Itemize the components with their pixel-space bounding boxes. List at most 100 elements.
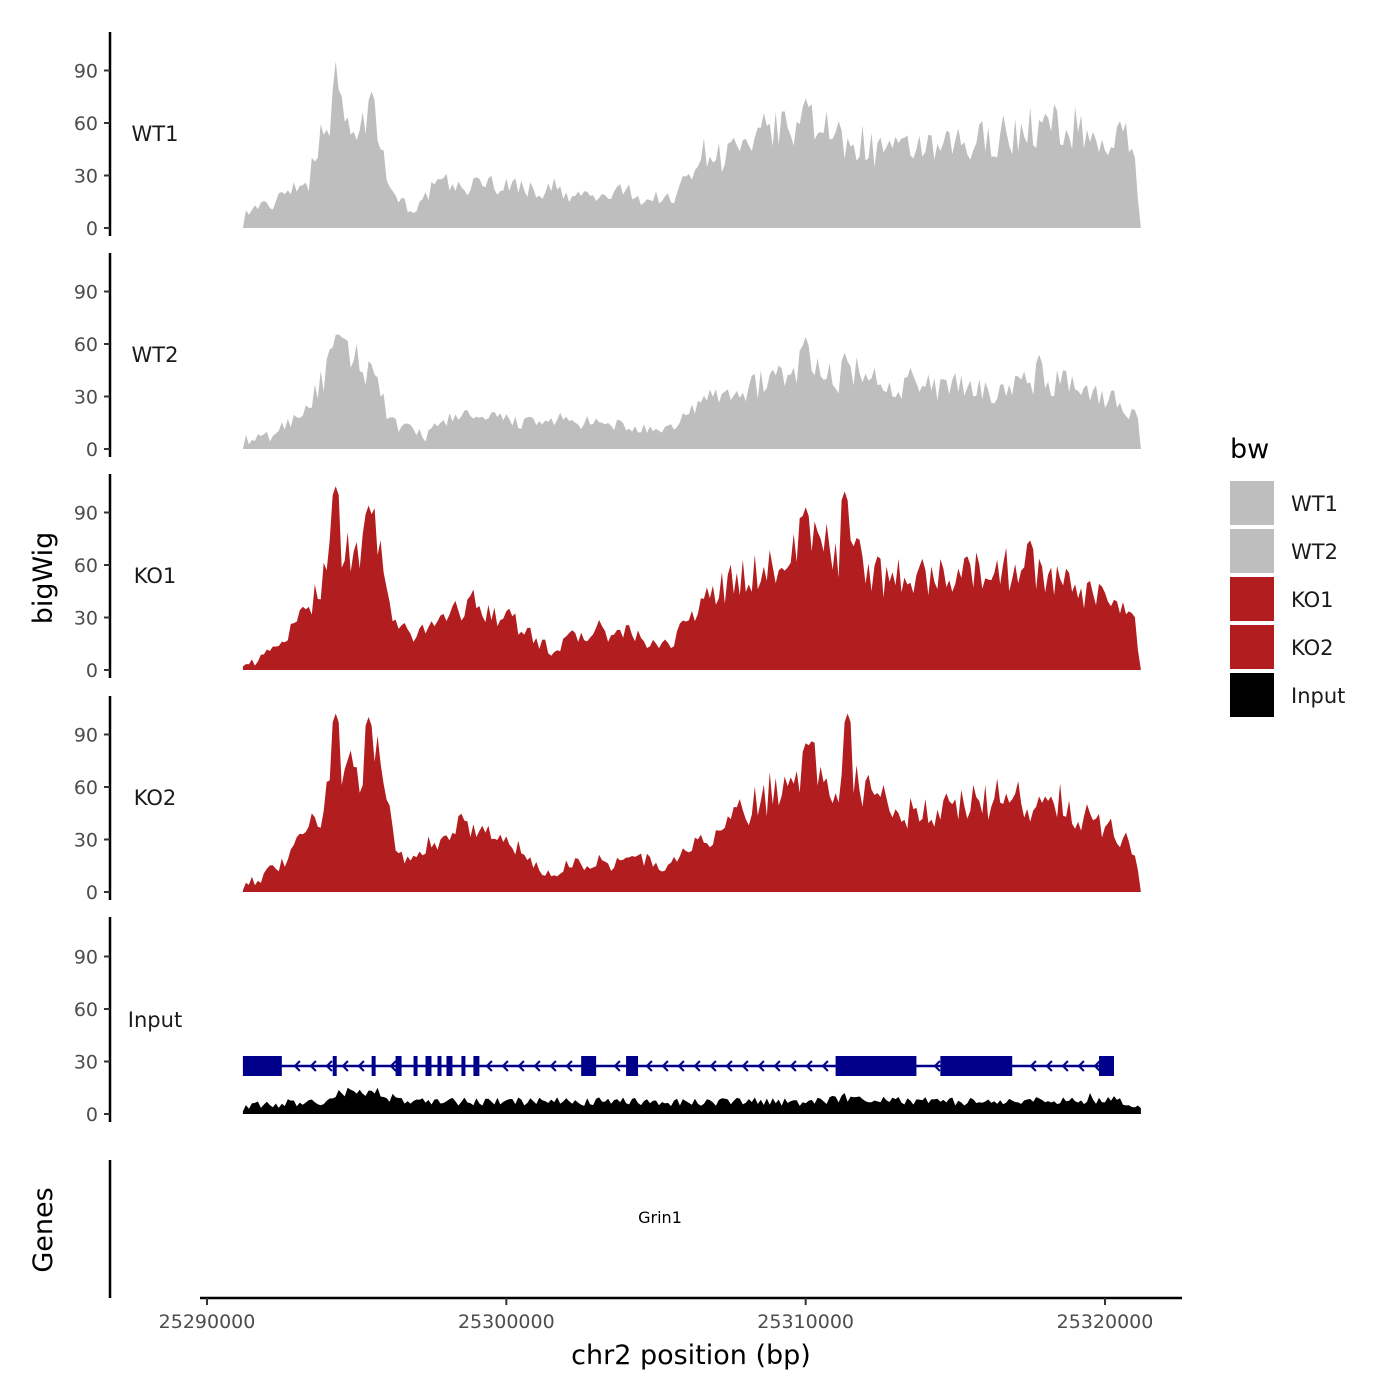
legend-swatch (1230, 625, 1274, 669)
strand-arrow (773, 1060, 781, 1072)
strand-arrow (341, 1060, 349, 1072)
area-ko1 (242, 486, 1141, 670)
panel-ko2: 0 30 60 90 KO2 (74, 696, 1141, 904)
strand-arrow (325, 1060, 333, 1072)
strand-arrow (549, 1060, 557, 1072)
strand-arrow (757, 1060, 765, 1072)
legend-item-wt2: WT2 (1230, 529, 1338, 573)
strand-arrow (1029, 1060, 1037, 1072)
y-axis-title: bigWig (28, 532, 59, 625)
legend-swatch (1230, 529, 1274, 573)
strand-arrow (293, 1060, 301, 1072)
strand-arrow (693, 1060, 701, 1072)
area-wt1 (242, 61, 1141, 228)
y-tick-label: 0 (86, 660, 98, 682)
legend-title: bw (1230, 434, 1269, 465)
exon (242, 1056, 282, 1076)
y-tick-label: 60 (74, 999, 98, 1021)
exon (395, 1056, 402, 1076)
strand-arrow (501, 1060, 509, 1072)
y-tick-label: 30 (74, 608, 98, 630)
legend-swatch (1230, 577, 1274, 621)
exon (1099, 1056, 1114, 1076)
y-tick-label: 30 (74, 387, 98, 409)
panel-wt2: 0 30 60 90 WT2 (74, 253, 1141, 461)
y-tick-label: 0 (86, 1104, 98, 1126)
strand-arrow (613, 1060, 621, 1072)
gene-grin1: Grin1 (242, 1056, 1114, 1227)
strand-arrow (645, 1060, 653, 1072)
exon (413, 1056, 418, 1076)
legend-item-ko2: KO2 (1230, 625, 1334, 669)
y-tick-label: 60 (74, 334, 98, 356)
genes-title: Genes (28, 1187, 59, 1272)
strand-arrow (1093, 1060, 1101, 1072)
y-tick-label: 60 (74, 113, 98, 135)
strand-arrow (789, 1060, 797, 1072)
strand-arrow (1061, 1060, 1069, 1072)
exon (332, 1056, 337, 1076)
strand-arrow (1077, 1060, 1085, 1072)
legend-label: WT2 (1291, 540, 1338, 564)
y-tick-label: 0 (86, 439, 98, 461)
area-input (242, 1087, 1141, 1114)
panel-label: WT1 (132, 122, 179, 146)
panel-label: KO2 (134, 786, 177, 810)
strand-arrow (821, 1060, 829, 1072)
genes-track: Genes Grin1 (28, 1056, 1114, 1298)
x-axis-title: chr2 position (bp) (571, 1340, 811, 1371)
y-tick-label: 60 (74, 555, 98, 577)
strand-arrow (725, 1060, 733, 1072)
exon (425, 1056, 432, 1076)
strand-arrow (309, 1060, 317, 1072)
strand-arrow (709, 1060, 717, 1072)
x-tick-label: 25310000 (757, 1311, 854, 1333)
exon (461, 1056, 466, 1076)
legend-swatch (1230, 481, 1274, 525)
x-tick-label: 25320000 (1057, 1311, 1154, 1333)
strand-arrow (565, 1060, 573, 1072)
legend-swatch (1230, 673, 1274, 717)
strand-arrow (389, 1060, 397, 1072)
legend-label: KO2 (1291, 636, 1334, 660)
legend-item-ko1: KO1 (1230, 577, 1334, 621)
area-ko2 (242, 713, 1141, 892)
strand-arrow (933, 1060, 941, 1072)
exon (371, 1056, 376, 1076)
strand-arrow (517, 1060, 525, 1072)
y-tick-label: 60 (74, 777, 98, 799)
y-tick-label: 30 (74, 166, 98, 188)
y-tick-label: 90 (74, 947, 98, 969)
panel-label: WT2 (132, 343, 179, 367)
exon (835, 1056, 917, 1076)
legend-item-input: Input (1230, 673, 1345, 717)
legend-label: KO1 (1291, 588, 1334, 612)
area-wt2 (242, 334, 1141, 449)
legend-label: Input (1291, 684, 1345, 708)
y-tick-label: 0 (86, 882, 98, 904)
exon (626, 1056, 639, 1076)
strand-arrow (533, 1060, 541, 1072)
strand-arrow (805, 1060, 813, 1072)
panel-label: Input (128, 1008, 182, 1032)
x-tick-label: 25300000 (458, 1311, 555, 1333)
exon (581, 1056, 597, 1076)
y-tick-label: 90 (74, 282, 98, 304)
y-tick-label: 90 (74, 725, 98, 747)
strand-arrow (357, 1060, 365, 1072)
strand-arrow (741, 1060, 749, 1072)
exon (437, 1056, 442, 1076)
y-tick-label: 90 (74, 61, 98, 83)
panel-ko1: 0 30 60 90 KO1 (74, 474, 1141, 682)
legend-label: WT1 (1291, 492, 1338, 516)
y-tick-label: 30 (74, 830, 98, 852)
strand-arrow (661, 1060, 669, 1072)
y-tick-label: 0 (86, 218, 98, 240)
gene-name-label: Grin1 (638, 1208, 682, 1227)
exon (940, 1056, 1013, 1076)
exon (446, 1056, 453, 1076)
strand-arrow (485, 1060, 493, 1072)
legend: bw WT1 WT2 KO1 KO2 Input (1230, 434, 1345, 717)
x-tick-label: 25290000 (159, 1311, 256, 1333)
